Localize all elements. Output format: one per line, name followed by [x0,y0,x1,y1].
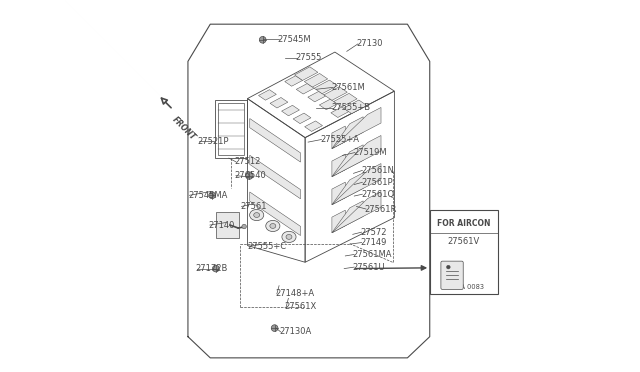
Polygon shape [332,145,363,177]
Ellipse shape [253,213,260,218]
Bar [218,103,244,155]
Polygon shape [324,87,348,100]
Bar [215,100,246,158]
Text: 276540: 276540 [234,171,266,180]
Text: 27561MA: 27561MA [353,250,392,259]
Text: 27545M: 27545M [277,35,311,44]
Ellipse shape [282,231,296,243]
Polygon shape [259,90,276,100]
Polygon shape [332,126,346,148]
Text: 27572: 27572 [360,228,387,237]
Polygon shape [332,108,381,148]
Polygon shape [332,192,381,233]
Text: 27130: 27130 [356,39,383,48]
Text: 27519M: 27519M [353,148,387,157]
Text: 27130A: 27130A [279,327,311,336]
Polygon shape [282,105,300,116]
Text: 27545MA: 27545MA [188,191,227,200]
Ellipse shape [286,234,292,239]
Text: 27561U: 27561U [353,263,385,272]
Polygon shape [250,192,301,235]
Polygon shape [308,92,326,102]
Polygon shape [270,97,288,108]
Polygon shape [285,76,303,86]
Bar [429,210,498,294]
Polygon shape [250,119,301,162]
Polygon shape [344,100,367,113]
Text: 27561P: 27561P [361,178,392,187]
Polygon shape [332,135,381,177]
Circle shape [209,192,216,199]
Circle shape [242,224,246,229]
Polygon shape [332,117,363,148]
Text: A27ZA 0083: A27ZA 0083 [444,284,484,290]
Text: 27172B: 27172B [195,264,228,273]
Text: 27561V: 27561V [448,237,480,246]
Circle shape [259,36,266,43]
Polygon shape [296,84,314,94]
Polygon shape [331,107,349,118]
Polygon shape [332,164,381,205]
Text: 27148+A: 27148+A [275,289,314,298]
Circle shape [271,325,278,331]
Polygon shape [332,173,363,205]
Polygon shape [333,93,357,107]
Text: 27555: 27555 [296,53,322,62]
Ellipse shape [250,209,264,221]
Text: 27561R: 27561R [365,205,397,214]
Polygon shape [304,73,328,87]
FancyBboxPatch shape [441,261,463,289]
FancyBboxPatch shape [216,212,239,238]
Text: 27149: 27149 [360,238,387,247]
Polygon shape [314,80,337,94]
Text: FOR AIRCON: FOR AIRCON [437,219,491,228]
Polygon shape [293,113,311,124]
Polygon shape [305,121,323,131]
Text: 27555+A: 27555+A [320,135,359,144]
Polygon shape [294,67,318,80]
Polygon shape [332,182,346,205]
Ellipse shape [270,224,276,228]
Text: 27561N: 27561N [361,166,394,175]
Text: 27512: 27512 [234,157,261,166]
Circle shape [212,265,219,272]
Polygon shape [332,210,346,233]
Text: 27561M: 27561M [331,83,365,92]
Text: 27521P: 27521P [197,137,228,146]
Ellipse shape [266,220,280,231]
Polygon shape [250,155,301,199]
Text: 27555+B: 27555+B [331,103,371,112]
Text: 27140: 27140 [209,221,235,230]
Text: 27561Q: 27561Q [361,190,394,199]
Circle shape [447,265,450,269]
Text: 27555+C: 27555+C [248,242,287,251]
Text: 27561: 27561 [240,202,266,211]
Text: FRONT: FRONT [170,115,198,142]
Polygon shape [332,201,363,233]
Polygon shape [319,99,337,110]
Circle shape [246,172,253,179]
Polygon shape [332,154,346,177]
Text: 27561X: 27561X [285,302,317,311]
